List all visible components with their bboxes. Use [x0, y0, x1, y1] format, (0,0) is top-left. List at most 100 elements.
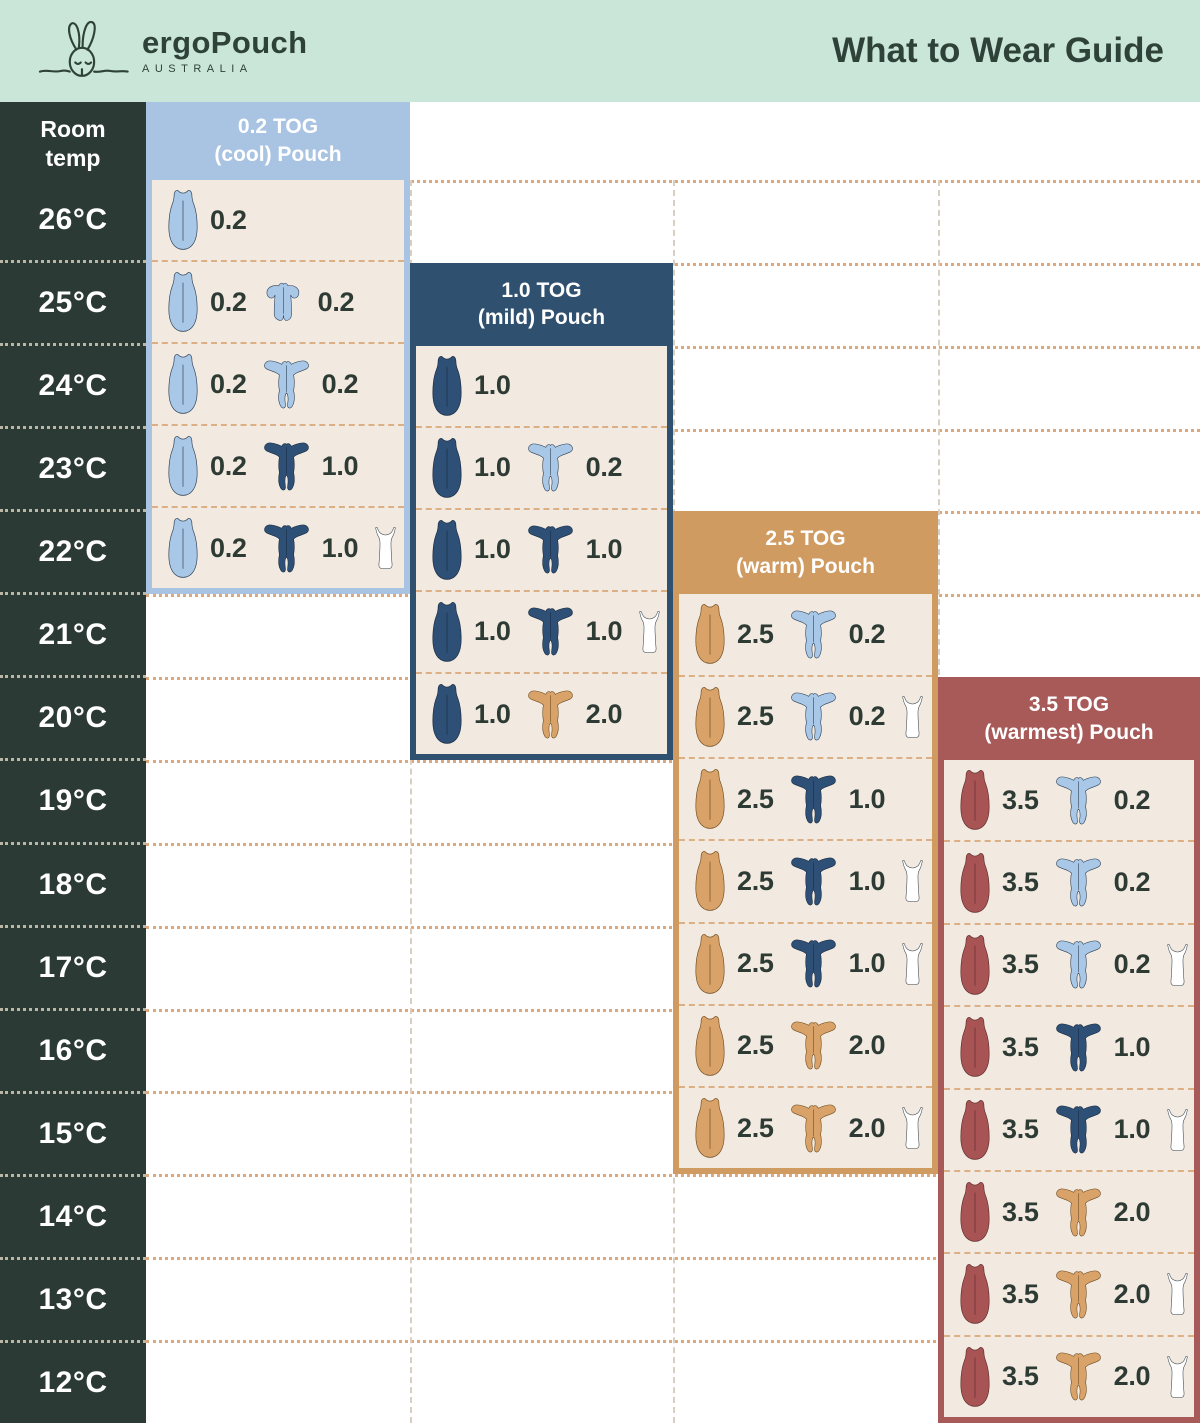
long-sleeve-onesie-icon	[1050, 936, 1107, 993]
garment-cell: 1.0	[427, 435, 511, 501]
singlet-icon	[1161, 1271, 1194, 1317]
guide-row-21c: 1.0 1.0	[416, 589, 667, 672]
sleep-pouch-icon	[427, 599, 467, 665]
tog-value: 1.0	[474, 616, 511, 647]
guide-row-22c: 1.0 1.0	[416, 507, 667, 590]
guide-row-25c: 0.2 0.2	[152, 260, 404, 342]
room-temp-13c: 13°C	[0, 1256, 146, 1340]
tog-value: 0.2	[585, 452, 623, 483]
tog-value: 2.0	[1113, 1196, 1151, 1227]
room-temp-25c: 25°C	[0, 260, 146, 343]
guide-row-23c: 1.0 0.2	[416, 425, 667, 508]
singlet-icon	[1161, 1107, 1194, 1153]
singlet-icon	[633, 609, 666, 655]
tog-value: 3.5	[1002, 1031, 1039, 1062]
garment-cell: 1.0	[785, 935, 886, 992]
sleep-pouch-icon	[163, 269, 203, 335]
guide-row-18c: 3.5 0.2	[944, 840, 1194, 922]
garment-cell: 2.5	[690, 684, 774, 750]
panel-3-5-tog: 3.5 TOG (warmest) Pouch 3.5 0.2 3.5 0.2 3.5 0.2…	[938, 677, 1200, 1423]
garment-cell	[896, 941, 929, 987]
long-sleeve-onesie-icon	[1050, 1266, 1107, 1323]
tog-value: 1.0	[585, 616, 623, 647]
guide-row-20c: 1.0 2.0	[416, 671, 667, 754]
room-temp-24c: 24°C	[0, 343, 146, 426]
singlet-icon	[896, 1105, 929, 1151]
panel-title: 0.2 TOG (cool) Pouch	[146, 102, 410, 180]
tog-value: 2.5	[737, 1112, 774, 1143]
garment-cell: 1.0	[785, 853, 886, 910]
tog-value: 0.2	[321, 368, 359, 399]
tog-value: 1.0	[474, 370, 511, 401]
long-sleeve-onesie-icon	[1050, 1184, 1107, 1241]
sleep-pouch-icon	[955, 767, 995, 833]
garment-cell: 0.2	[163, 269, 247, 335]
guide-row-15c: 3.5 1.0	[944, 1087, 1194, 1170]
long-sleeve-onesie-icon	[785, 1100, 842, 1157]
sleep-pouch-icon	[955, 1261, 995, 1327]
garment-cell: 1.0	[427, 517, 511, 583]
tog-value: 0.2	[1113, 784, 1151, 815]
garment-cell: 2.5	[690, 766, 774, 832]
tog-value: 0.2	[848, 618, 886, 649]
sleep-pouch-icon	[690, 931, 730, 997]
garment-cell: 3.5	[955, 1179, 1039, 1245]
long-sleeve-onesie-icon	[1050, 854, 1107, 911]
room-temp-17c: 17°C	[0, 924, 146, 1008]
garment-cell: 3.5	[955, 1261, 1039, 1327]
room-temp-26c: 26°C	[38, 203, 108, 237]
ergopouch-logo: ergoPouch AUSTRALIA	[36, 18, 308, 85]
sleep-pouch-icon	[163, 351, 203, 417]
garment-cell: 3.5	[955, 1014, 1039, 1080]
tog-value: 3.5	[1002, 1196, 1039, 1227]
garment-cell: 2.0	[522, 686, 623, 743]
tog-value: 0.2	[210, 450, 247, 481]
tog-value: 2.5	[737, 865, 774, 896]
panel-title-line: (mild) Pouch	[477, 306, 606, 330]
panel-title-line: (cool) Pouch	[214, 143, 342, 166]
garment-cell: 3.5	[955, 767, 1039, 833]
garment-cell	[1161, 1107, 1194, 1153]
tog-value: 3.5	[1002, 784, 1039, 815]
tog-value: 1.0	[848, 865, 886, 896]
garment-cell	[896, 858, 929, 904]
tog-value: 2.0	[848, 1030, 886, 1061]
tog-value: 2.0	[848, 1112, 886, 1143]
tog-value: 3.5	[1002, 867, 1039, 898]
singlet-icon	[896, 941, 929, 987]
tog-value: 1.0	[474, 698, 511, 729]
garment-cell	[1161, 1354, 1194, 1400]
garment-cell: 0.2	[522, 439, 623, 496]
panel-title: 3.5 TOG (warmest) Pouch	[938, 677, 1200, 761]
sleep-pouch-icon	[690, 684, 730, 750]
panel-body: 0.2 0.2 0.2 0.2 0.2 0.2 1.0 0.2 1.0	[146, 180, 410, 595]
room-temp-column: Room temp 26°C 25°C 24°C 23°C 22°C 21°C 20°C 19…	[0, 102, 146, 1423]
guide-row-26c: 0.2	[152, 180, 404, 260]
tog-value: 2.5	[737, 701, 774, 732]
room-temp-18c: 18°C	[0, 841, 146, 925]
garment-cell: 3.5	[955, 932, 1039, 998]
garment-cell: 3.5	[955, 1097, 1039, 1163]
tog-value: 0.2	[317, 286, 355, 317]
long-sleeve-onesie-icon	[522, 521, 579, 578]
tog-value: 1.0	[1113, 1114, 1151, 1145]
tog-value: 1.0	[474, 452, 511, 483]
tog-value: 2.0	[585, 698, 623, 729]
garment-cell: 0.2	[785, 688, 886, 745]
garment-cell: 0.2	[163, 187, 247, 253]
garment-cell: 3.5	[955, 1344, 1039, 1410]
sleep-pouch-icon	[955, 1179, 995, 1245]
guide-row-22c: 0.2 1.0	[152, 506, 404, 588]
garment-cell	[1161, 1271, 1194, 1317]
long-sleeve-onesie-icon	[1050, 772, 1107, 829]
short-sleeve-romper-icon	[258, 280, 311, 325]
page-header: ergoPouch AUSTRALIA What to Wear Guide	[0, 0, 1200, 102]
tog-value: 3.5	[1002, 1361, 1039, 1392]
long-sleeve-onesie-icon	[1050, 1019, 1107, 1076]
tog-value: 1.0	[474, 534, 511, 565]
long-sleeve-onesie-icon	[785, 688, 842, 745]
guide-row-19c: 3.5 0.2	[944, 760, 1194, 840]
page-title: What to Wear Guide	[832, 31, 1164, 70]
guide-row-17c: 2.5 1.0	[679, 921, 932, 1004]
garment-cell: 0.2	[163, 351, 247, 417]
